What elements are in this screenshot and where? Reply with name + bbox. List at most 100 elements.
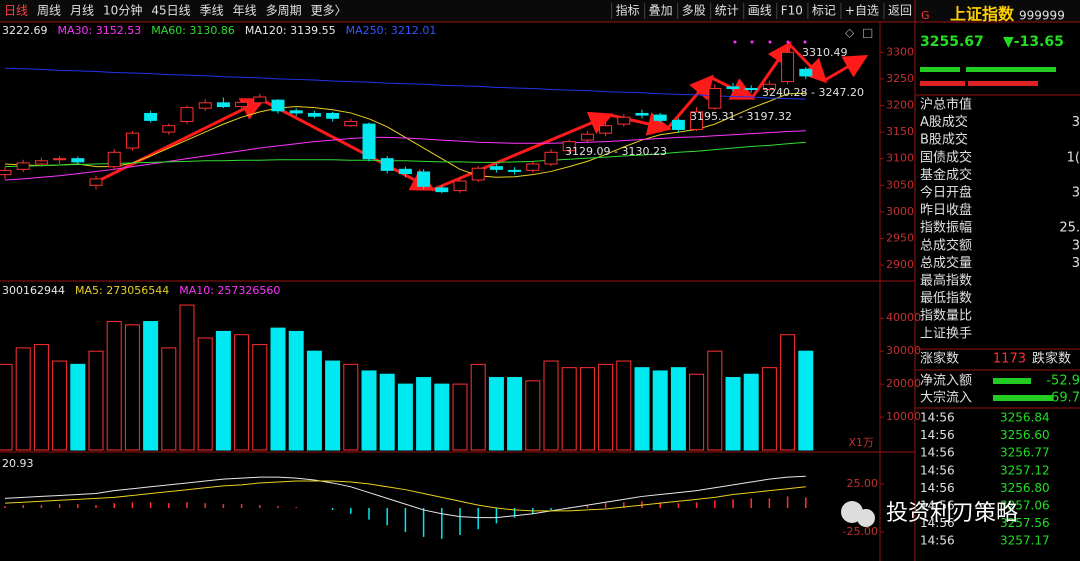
tick-price: 3256.80 — [1000, 481, 1050, 495]
volume-bar — [798, 350, 814, 451]
candle-body — [489, 166, 503, 170]
candle-body — [726, 86, 740, 89]
candle-body — [508, 169, 522, 172]
volume-bar — [143, 321, 159, 451]
volume-bar — [361, 370, 377, 451]
ma-line — [4, 141, 806, 168]
toolbar-tab[interactable]: 多周期 — [266, 4, 302, 18]
toolbar-button[interactable]: 叠加 — [649, 4, 673, 18]
toolbar-tab[interactable]: 月线 — [70, 4, 94, 18]
y-tick-label: 3050 — [886, 178, 914, 191]
stat-label: B股成交 — [920, 132, 968, 148]
candle-body — [344, 120, 358, 127]
toolbar-button[interactable]: +自选 — [845, 4, 879, 18]
candle-body — [362, 123, 376, 160]
volume-bar — [0, 363, 13, 451]
volume-bar — [52, 360, 68, 451]
breadth-value: 1173 — [993, 352, 1026, 367]
tick-price: 3257.06 — [1000, 499, 1050, 513]
tick-price: 3256.77 — [1000, 446, 1050, 460]
toolbar-button[interactable]: 返回 — [888, 4, 912, 18]
volume-bar — [252, 344, 268, 451]
y-tick-label: 30000 — [886, 344, 921, 357]
candle-body — [744, 87, 758, 91]
stat-value: 1( — [1067, 150, 1080, 165]
volume-bar — [106, 321, 122, 451]
candle-body — [617, 116, 631, 125]
volume-bar — [343, 363, 359, 451]
ma-line — [4, 92, 806, 178]
breadth-label: 跌家数 — [1032, 351, 1071, 367]
candle-body — [53, 158, 67, 161]
toolbar-tab[interactable]: 周线 — [37, 4, 61, 18]
toolbar-button[interactable]: 标记 — [812, 4, 836, 18]
toolbar-button[interactable]: 统计 — [715, 4, 739, 18]
toolbar-button[interactable]: 画线 — [748, 4, 772, 18]
toolbar-tab[interactable]: 季线 — [200, 4, 224, 18]
candle-body — [526, 163, 540, 171]
stat-value: 3 — [1072, 238, 1080, 253]
candle-body — [162, 125, 176, 133]
candle-body — [326, 112, 340, 119]
tick-price: 3257.56 — [1000, 516, 1050, 530]
volume-bar — [452, 383, 468, 451]
icon-diamond[interactable]: ◇ — [845, 26, 855, 40]
toolbar-button[interactable]: F10 — [781, 4, 803, 18]
candle-body — [671, 119, 685, 130]
volume-bar — [124, 324, 140, 451]
quote-change: ▼-13.65 — [1003, 34, 1064, 50]
toolbar-tab[interactable]: 45日线 — [151, 4, 190, 18]
quote-name: 上证指数 — [950, 5, 1015, 24]
ratio-bar — [968, 81, 1038, 86]
candle-body — [107, 151, 121, 168]
tick-time: 14:56 — [920, 446, 955, 460]
volume-bar — [507, 377, 523, 451]
toolbar-tab[interactable]: 年线 — [233, 4, 257, 18]
tick-price: 3257.12 — [1000, 463, 1050, 477]
candle-body — [781, 51, 795, 83]
tick-price: 3256.84 — [1000, 411, 1050, 425]
price-annotation: 3195.31 - 3197.32 — [690, 110, 792, 123]
y-tick-label: 25.00 — [847, 477, 879, 490]
candle-body — [435, 187, 449, 193]
toolbar-tab[interactable]: 日线 — [4, 4, 28, 18]
toolbar-tab[interactable]: 更多〉 — [311, 4, 347, 18]
stat-label: 总成交量 — [920, 255, 972, 271]
volume-bar — [325, 360, 341, 451]
y-tick-label: 10000 — [886, 410, 921, 423]
flow-value: -69.7 — [1046, 391, 1080, 406]
tick-time: 14:56 — [920, 534, 955, 548]
volume-bar — [707, 350, 723, 451]
candle-body — [417, 171, 431, 187]
candle-body — [762, 83, 776, 91]
volume-bar — [598, 363, 614, 451]
ratio-bar — [920, 81, 965, 86]
stat-label: 总成交额 — [920, 237, 972, 253]
candle-body — [580, 133, 594, 141]
toolbar-tab[interactable]: 10分钟 — [103, 3, 142, 18]
volume-bar — [288, 330, 304, 451]
candle-body — [89, 178, 103, 186]
unit-label: X1万 — [848, 436, 874, 449]
toolbar-button[interactable]: 指标 — [616, 3, 640, 18]
legend-entry: 20.93 — [2, 457, 34, 470]
ma-line — [4, 130, 806, 181]
y-tick-label: -25.00 — [843, 525, 878, 538]
quote-price: 3255.67 — [920, 34, 984, 50]
y-tick-label: 3200 — [886, 98, 914, 111]
candle-body — [398, 168, 412, 175]
volume-bar — [616, 360, 632, 451]
candle-body — [307, 112, 321, 117]
y-tick-label: 3300 — [886, 45, 914, 58]
tick-time: 14:56 — [920, 481, 955, 495]
ma-line — [4, 67, 806, 100]
volume-bar — [470, 363, 486, 451]
volume-bar — [215, 330, 231, 451]
icon-square[interactable]: □ — [862, 26, 873, 40]
volume-bar — [416, 377, 432, 451]
stat-label: 上证换手 — [920, 326, 972, 341]
volume-bar — [33, 344, 49, 451]
volume-bar — [579, 367, 595, 451]
quote-code: 999999 — [1019, 9, 1065, 23]
toolbar-button[interactable]: 多股 — [682, 4, 706, 18]
